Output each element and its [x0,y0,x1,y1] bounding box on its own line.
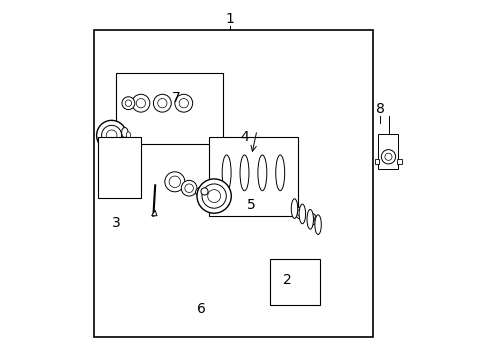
Circle shape [181,180,197,196]
Circle shape [169,176,180,188]
Circle shape [197,190,202,194]
Circle shape [97,120,126,150]
Text: 7: 7 [172,91,181,105]
Text: 6: 6 [197,302,205,316]
Ellipse shape [297,210,301,216]
Circle shape [157,99,166,108]
Circle shape [195,188,203,197]
Ellipse shape [308,213,316,225]
Text: 4: 4 [240,130,248,144]
Circle shape [179,99,188,108]
Circle shape [184,184,193,193]
Circle shape [136,99,145,108]
Ellipse shape [306,210,313,229]
Ellipse shape [240,155,248,191]
Ellipse shape [291,199,297,219]
Ellipse shape [257,155,266,191]
Ellipse shape [314,215,321,234]
Bar [208,137,298,216]
Ellipse shape [275,155,284,191]
Ellipse shape [222,155,231,191]
Circle shape [122,97,135,110]
Bar [98,137,141,198]
Ellipse shape [295,207,303,219]
Circle shape [153,94,171,112]
Text: 8: 8 [375,102,384,116]
Circle shape [106,130,117,141]
Circle shape [132,94,149,112]
Circle shape [201,188,207,195]
Circle shape [197,179,231,213]
Bar [116,73,223,144]
Bar [374,158,378,164]
Text: 3: 3 [111,216,120,230]
Bar [94,30,372,337]
Circle shape [164,172,184,192]
Circle shape [381,150,395,164]
Polygon shape [151,210,157,216]
Circle shape [202,184,226,208]
Ellipse shape [299,204,305,224]
Circle shape [102,125,122,145]
Ellipse shape [309,216,314,222]
Text: 2: 2 [283,273,291,287]
Bar [378,134,397,169]
Circle shape [125,100,131,107]
Bar [269,258,319,305]
Ellipse shape [122,127,128,138]
Bar [397,158,401,164]
Text: 1: 1 [225,12,234,26]
Circle shape [384,153,391,160]
Text: 5: 5 [247,198,256,212]
Ellipse shape [126,132,130,139]
Circle shape [175,94,192,112]
Circle shape [207,190,220,203]
